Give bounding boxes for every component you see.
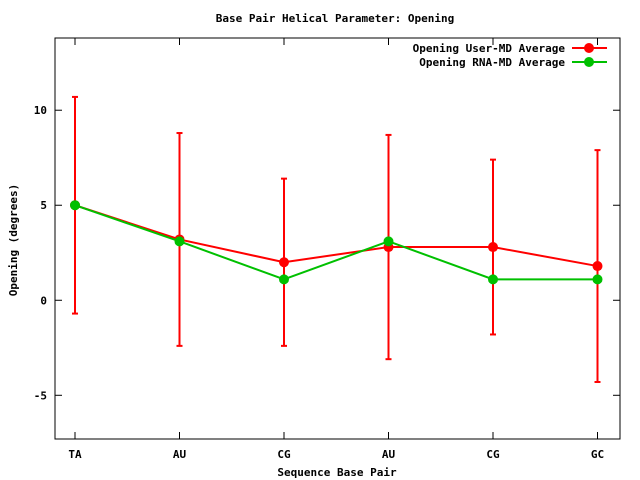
data-point <box>592 261 603 272</box>
y-tick-label: 5 <box>40 199 47 212</box>
y-tick-label: 10 <box>34 104 47 117</box>
axis-ticks: -5 0 5 10 TA AU CG AU CG GC <box>34 38 620 461</box>
x-tick-label: AU <box>382 448 396 461</box>
series-line <box>74 204 598 281</box>
y-tick-label: 0 <box>40 294 47 307</box>
legend-swatch-marker <box>584 43 594 53</box>
series-layer <box>70 95 603 383</box>
series-1-error-bars <box>72 95 601 383</box>
data-point <box>592 274 603 285</box>
legend-label: Opening RNA-MD Average <box>419 56 565 69</box>
x-axis-label: Sequence Base Pair <box>277 466 397 479</box>
data-point <box>70 200 80 211</box>
x-tick-label: CG <box>486 448 500 461</box>
legend-swatch-marker <box>584 57 594 67</box>
series-line <box>74 204 598 268</box>
data-point <box>174 236 185 247</box>
x-tick-label: AU <box>173 448 187 461</box>
x-tick-label: TA <box>68 448 82 461</box>
x-tick-label: CG <box>277 448 291 461</box>
chart-title: Base Pair Helical Parameter: Opening <box>216 12 454 25</box>
data-point <box>383 236 394 247</box>
series-2 <box>70 200 603 285</box>
plot-frame <box>54 37 621 440</box>
legend-label: Opening User-MD Average <box>413 42 566 55</box>
y-tick-label: -5 <box>34 389 47 402</box>
data-point <box>488 242 498 253</box>
y-axis-label: Opening (degrees) <box>7 184 20 297</box>
data-point <box>279 257 289 268</box>
data-point <box>279 274 289 285</box>
data-point <box>488 274 498 285</box>
x-tick-label: GC <box>591 448 604 461</box>
